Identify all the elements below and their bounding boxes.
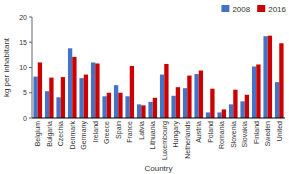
x-tick-label: Luxembourg bbox=[161, 121, 169, 160]
x-tick-label: United bbox=[276, 121, 283, 141]
y-tick-label: 15 bbox=[19, 39, 27, 46]
bar bbox=[256, 64, 260, 118]
bar bbox=[279, 43, 283, 118]
bar bbox=[164, 64, 168, 118]
bar bbox=[233, 90, 237, 118]
x-tick-label: Poland bbox=[207, 121, 214, 143]
y-tick bbox=[29, 17, 32, 18]
x-tick-label: Romania bbox=[218, 121, 225, 149]
bar bbox=[206, 112, 210, 118]
bar bbox=[130, 66, 134, 118]
bar bbox=[199, 71, 203, 118]
bar bbox=[107, 93, 111, 118]
bar bbox=[176, 87, 180, 118]
x-tick-label: Greece bbox=[103, 121, 110, 144]
bar bbox=[61, 77, 65, 118]
bar bbox=[187, 76, 191, 118]
legend: 2008 2016 bbox=[221, 5, 286, 14]
legend-swatch bbox=[257, 5, 265, 12]
x-tick-label: France bbox=[126, 121, 133, 143]
bar bbox=[210, 89, 214, 118]
y-tick bbox=[29, 42, 32, 43]
y-tick bbox=[29, 118, 32, 119]
x-tick-label: Germany bbox=[80, 121, 88, 150]
bar bbox=[137, 104, 141, 118]
bar bbox=[171, 96, 175, 118]
bar bbox=[118, 93, 122, 118]
bar bbox=[33, 77, 37, 118]
bar bbox=[245, 95, 249, 118]
x-tick-label: Czechia bbox=[57, 121, 64, 146]
legend-label: 2008 bbox=[232, 5, 250, 14]
y-tick-label: 5 bbox=[23, 89, 27, 96]
bar bbox=[153, 98, 157, 118]
bar bbox=[91, 62, 95, 118]
x-tick-label: Ireland bbox=[92, 121, 99, 143]
bar bbox=[229, 104, 233, 118]
x-tick-label: Spain bbox=[115, 121, 123, 139]
bar bbox=[183, 88, 187, 118]
y-tick-label: 20 bbox=[19, 14, 27, 21]
bar bbox=[252, 66, 256, 118]
x-tick-label: Latvia bbox=[138, 121, 145, 140]
bar bbox=[45, 91, 49, 118]
bar bbox=[217, 112, 221, 118]
bar bbox=[38, 62, 42, 118]
legend-label: 2016 bbox=[268, 5, 286, 14]
bar bbox=[125, 96, 129, 118]
bar bbox=[240, 101, 244, 118]
bar bbox=[263, 36, 267, 118]
bar bbox=[79, 78, 83, 118]
bar bbox=[114, 85, 118, 118]
y-tick-label: 0 bbox=[23, 115, 27, 122]
y-tick bbox=[29, 92, 32, 93]
bar bbox=[49, 78, 53, 118]
x-tick-label: Lithuania bbox=[149, 121, 156, 150]
x-tick-label: Hungary bbox=[172, 121, 180, 148]
x-tick-label: Slovenia bbox=[230, 121, 237, 148]
x-tick-label: Austria bbox=[195, 121, 202, 143]
bar bbox=[72, 57, 76, 118]
x-tick-label: Belgium bbox=[34, 121, 42, 146]
bar bbox=[102, 96, 106, 118]
bar bbox=[275, 82, 279, 118]
y-axis-label: kg per inhabitant bbox=[2, 37, 11, 97]
x-tick-label: Slovakia bbox=[241, 121, 248, 148]
x-axis-label: Country bbox=[144, 164, 172, 173]
bar bbox=[84, 75, 88, 118]
bar bbox=[148, 102, 152, 118]
x-tick-label: Finland bbox=[253, 121, 260, 144]
y-tick-label: 10 bbox=[19, 64, 27, 71]
bar bbox=[194, 74, 198, 118]
x-tick-label: Sweden bbox=[264, 121, 271, 146]
x-tick-label: Netherlands bbox=[184, 121, 191, 159]
bar bbox=[95, 63, 99, 118]
bar bbox=[141, 105, 145, 118]
chart: 0 5 10 15 20 Belgium BulgariaCzechia Denmark Ger… bbox=[0, 0, 289, 174]
y-tick bbox=[29, 67, 32, 68]
legend-swatch bbox=[221, 5, 229, 12]
bar bbox=[222, 109, 226, 118]
bars bbox=[33, 36, 283, 118]
bar bbox=[56, 97, 60, 118]
x-tick-label: Bulgaria bbox=[46, 121, 54, 147]
x-axis-line bbox=[32, 118, 285, 119]
bar bbox=[68, 48, 72, 118]
bar bbox=[268, 36, 272, 118]
x-tick-label: Denmark bbox=[69, 121, 76, 150]
bar bbox=[160, 75, 164, 118]
